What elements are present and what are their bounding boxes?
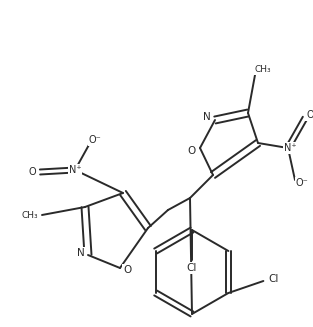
Text: O: O [187,146,195,156]
Text: Cl: Cl [268,274,279,284]
Text: O: O [28,167,36,177]
Text: N: N [203,112,211,122]
Text: O: O [306,110,313,120]
Text: CH₃: CH₃ [255,65,271,75]
Text: N⁺: N⁺ [284,143,296,153]
Text: N: N [77,248,85,258]
Text: O: O [123,265,131,275]
Text: O⁻: O⁻ [89,135,101,145]
Text: N⁺: N⁺ [69,165,81,175]
Text: CH₃: CH₃ [22,211,38,219]
Text: Cl: Cl [187,263,197,273]
Text: O⁻: O⁻ [295,178,308,188]
